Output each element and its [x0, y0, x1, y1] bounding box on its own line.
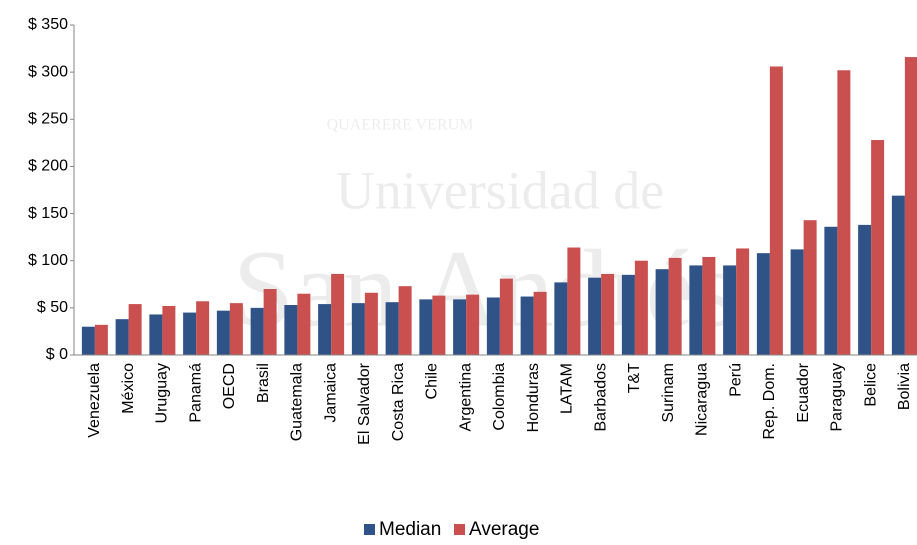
bar: [351, 303, 365, 355]
bar: [331, 273, 345, 355]
x-tick-label: Barbados: [592, 363, 609, 432]
bar: [229, 303, 243, 355]
bar: [453, 299, 467, 355]
bar: [837, 70, 851, 355]
bar: [871, 140, 885, 355]
x-tick-label: Jamaica: [322, 363, 339, 423]
bar: [567, 247, 581, 355]
y-tick-label: $ 100: [28, 252, 68, 269]
x-tick-label: Colombia: [491, 363, 508, 431]
bar: [803, 220, 817, 355]
x-tick-label: Belice: [862, 363, 879, 407]
bar: [94, 324, 108, 355]
y-tick-label: $ 250: [28, 111, 68, 128]
x-tick-label: Rep. Dom.: [761, 363, 778, 439]
x-tick-label: T&T: [626, 363, 643, 393]
x-tick-label: Surinam: [660, 363, 677, 423]
bar: [756, 253, 770, 355]
bar: [668, 257, 682, 355]
bar: [655, 269, 669, 355]
bar: [736, 248, 750, 355]
bar: [115, 319, 129, 355]
bar: [196, 301, 210, 355]
bar: [554, 282, 568, 355]
bar: [419, 299, 433, 355]
bar: [858, 224, 872, 355]
x-tick-label: LATAM: [559, 363, 576, 414]
y-tick-label: $ 300: [28, 63, 68, 80]
y-tick-label: $ 200: [28, 158, 68, 175]
bar: [601, 273, 615, 355]
bar: [398, 286, 412, 355]
x-tick-label: Bolivia: [896, 363, 913, 410]
x-tick-label: Venezuela: [86, 363, 103, 438]
bar: [162, 305, 176, 355]
bar: [250, 307, 264, 355]
bar: [432, 295, 446, 355]
x-tick-label: OECD: [221, 363, 238, 409]
bar: [183, 312, 197, 355]
x-tick-label: El Salvador: [356, 362, 373, 444]
bar: [216, 310, 230, 355]
x-tick-label: Argentina: [457, 363, 474, 432]
x-tick-label: Paraguay: [829, 363, 846, 432]
y-tick-label: $ 350: [28, 16, 68, 33]
legend-swatch: [454, 524, 465, 535]
bar: [634, 260, 648, 355]
bar: [533, 291, 547, 355]
bar: [499, 278, 513, 355]
x-tick-label: Panamá: [187, 363, 204, 423]
bar: [824, 226, 838, 355]
bar: [723, 265, 737, 355]
x-tick-label: Brasil: [255, 363, 272, 403]
bar: [263, 289, 277, 355]
legend-label: Median: [379, 519, 441, 540]
bar: [364, 292, 378, 355]
y-tick-label: $ 150: [28, 205, 68, 222]
bar: [81, 326, 95, 355]
bar: [149, 314, 163, 355]
bar: [621, 274, 635, 355]
legend-label: Average: [469, 519, 539, 540]
x-tick-label: Ecuador: [795, 362, 812, 422]
watermark: Universidad de: [336, 160, 664, 220]
bar: [128, 304, 142, 355]
x-tick-label: Chile: [424, 363, 441, 400]
bar: [588, 277, 602, 355]
x-tick-label: Perú: [727, 363, 744, 397]
x-tick-label: Uruguay: [154, 363, 171, 423]
bar: [689, 265, 703, 355]
bar: [297, 293, 311, 355]
x-tick-label: México: [120, 363, 137, 414]
bar: [318, 304, 332, 355]
bar: [891, 195, 905, 355]
x-tick-label: Guatemala: [289, 363, 306, 441]
watermark: San Andrés: [233, 227, 737, 349]
bar: [466, 294, 480, 355]
bar: [790, 249, 804, 355]
bar: [904, 57, 917, 356]
x-tick-label: Nicaragua: [694, 363, 711, 436]
bar: [520, 296, 534, 355]
bar: [284, 305, 298, 355]
bar: [769, 66, 783, 355]
x-tick-label: Costa Rica: [390, 363, 407, 441]
x-tick-label: Honduras: [525, 363, 542, 432]
y-tick-label: $ 0: [46, 346, 68, 363]
legend-swatch: [364, 524, 375, 535]
watermark: QUAERERE VERUM: [327, 117, 474, 134]
y-tick-label: $ 50: [37, 299, 68, 316]
bar: [385, 302, 399, 355]
bar: [486, 297, 500, 355]
bar: [702, 256, 716, 355]
